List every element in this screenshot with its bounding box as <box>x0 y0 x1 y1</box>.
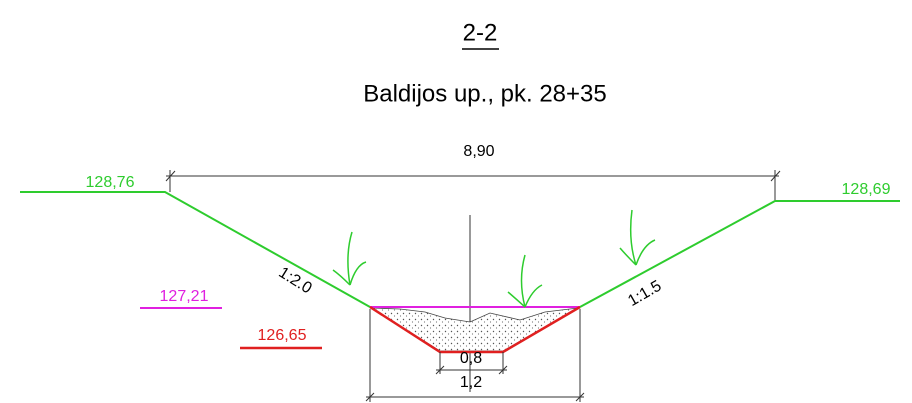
right-bank <box>579 200 900 308</box>
left-bank-level: 128,76 <box>86 174 135 191</box>
left-slope: 1:2.0 <box>276 264 315 297</box>
right-bank-level: 128,69 <box>842 181 891 198</box>
water-level: 127,21 <box>160 288 209 305</box>
subtitle: Baldijos up., pk. 28+35 <box>363 80 607 107</box>
bottom-level: 126,65 <box>258 327 307 344</box>
grass <box>332 209 656 308</box>
top-width-label: 8,90 <box>463 143 494 160</box>
channel-bottom <box>369 305 581 354</box>
bottom-width-label: 0,8 <box>460 350 482 367</box>
bottom-dimensions <box>365 309 585 402</box>
title: 2-2 <box>463 19 498 46</box>
left-bank <box>20 191 371 308</box>
top-dimension <box>165 170 781 201</box>
channel-width-label: 1,2 <box>460 374 482 391</box>
right-slope: 1:1.5 <box>625 277 664 310</box>
